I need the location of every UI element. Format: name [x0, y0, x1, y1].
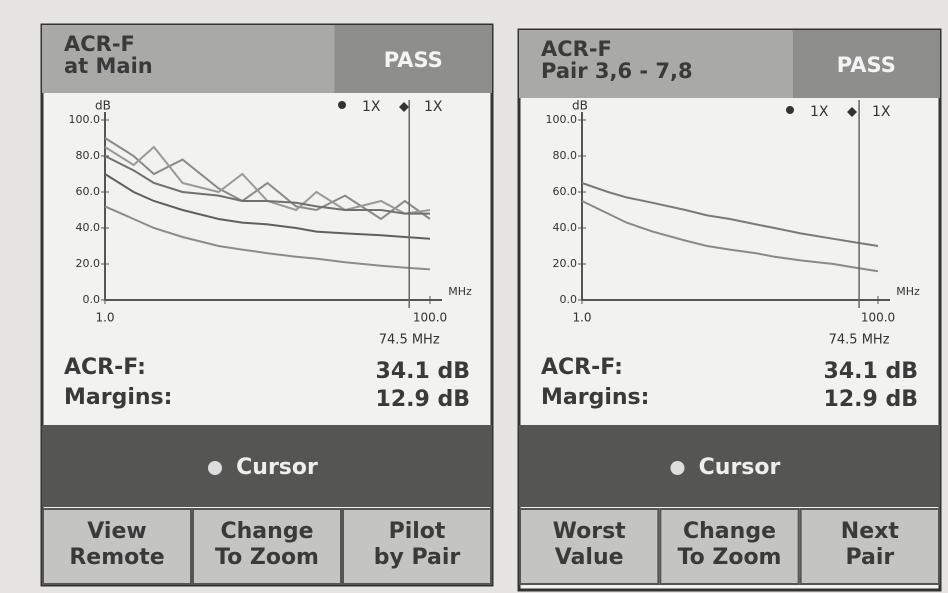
softkey-label: To Zoom — [678, 545, 782, 570]
y-tick-label: 40.0 — [553, 221, 578, 234]
header-title: ACR-F — [64, 32, 135, 56]
series-line — [581, 200, 879, 273]
cursor-bar — [42, 425, 492, 507]
cursor-label: 74.5 MHz — [829, 333, 890, 348]
marker-icon — [847, 107, 857, 117]
softkey[interactable] — [519, 508, 660, 585]
readout-label: ACR-F: — [64, 355, 146, 380]
softkey-label: Pilot — [389, 519, 446, 544]
cursor-bar — [519, 425, 940, 507]
indicator: 1X — [810, 104, 829, 120]
softkey-label: Change — [221, 519, 314, 544]
readout-value: 34.1 dB — [824, 359, 918, 384]
x-tick-label: 1.0 — [572, 311, 591, 325]
status-bg — [792, 30, 940, 98]
cursor-label: 74.5 MHz — [379, 333, 440, 348]
y-tick-label: 20.0 — [76, 257, 101, 270]
softkey[interactable] — [42, 508, 192, 585]
y-tick-label: 20.0 — [553, 257, 578, 270]
x-tick-label: 100.0 — [413, 311, 447, 325]
y-tick-label: 80.0 — [553, 149, 578, 162]
softkey-label: Change — [683, 519, 776, 544]
y-tick-label: 60.0 — [553, 185, 578, 198]
softkey-label: View — [87, 519, 146, 544]
y-tick-label: 0.0 — [83, 293, 101, 306]
series-line — [581, 182, 879, 247]
softkey[interactable] — [799, 508, 941, 585]
softkey-label: by Pair — [374, 545, 461, 570]
series-line — [104, 173, 431, 240]
readout-value: 12.9 dB — [376, 387, 470, 412]
status-bg — [334, 25, 492, 93]
header-bg — [42, 25, 335, 93]
x-unit: MHz — [448, 285, 472, 298]
series-line — [104, 137, 431, 221]
y-tick-label: 100.0 — [69, 113, 101, 126]
y-tick-label: 80.0 — [76, 149, 101, 162]
header-title: Pair 3,6 - 7,8 — [541, 59, 693, 83]
softkey[interactable] — [659, 508, 800, 585]
y-tick-label: 60.0 — [76, 185, 101, 198]
marker-icon — [338, 101, 346, 109]
softkey[interactable] — [192, 508, 342, 585]
x-tick-label: 100.0 — [861, 311, 895, 325]
readout-label: Margins: — [541, 385, 649, 410]
y-tick-label: 40.0 — [76, 221, 101, 234]
softkey[interactable] — [342, 508, 492, 585]
softkey-label: Remote — [69, 545, 164, 570]
y-tick-label: 0.0 — [560, 293, 578, 306]
x-unit: MHz — [896, 285, 920, 298]
softkey-label: Value — [555, 545, 624, 570]
x-tick-label: 1.0 — [95, 311, 114, 325]
indicator: 1X — [362, 99, 381, 115]
indicator: 1X — [872, 104, 891, 120]
readout-value: 34.1 dB — [376, 359, 470, 384]
cursor-icon — [670, 461, 685, 475]
softkey-label: Pair — [845, 545, 894, 570]
cursor-icon — [208, 461, 222, 475]
y-tick-label: 100.0 — [546, 113, 578, 126]
softkey-label: Next — [841, 519, 900, 544]
softkey-label: To Zoom — [215, 545, 319, 570]
status: PASS — [837, 53, 896, 77]
status: PASS — [384, 48, 443, 72]
softkey-label: Worst — [553, 519, 627, 544]
series-line — [104, 155, 430, 215]
indicator: 1X — [424, 99, 443, 115]
y-axis-label: dB — [572, 99, 588, 113]
header-title: ACR-F — [541, 37, 612, 61]
readout-label: ACR-F: — [541, 355, 623, 380]
header-bg — [519, 30, 793, 98]
cursor-bar-label: Cursor — [699, 455, 781, 480]
cursor-bar-label: Cursor — [236, 455, 318, 480]
marker-icon — [786, 106, 794, 114]
y-axis-label: dB — [95, 99, 111, 113]
readout-value: 12.9 dB — [824, 387, 918, 412]
series-line — [104, 205, 431, 271]
panel: ACR-Fat Main PASS dB MHz 0.0 20.0 40.0 60.0 80.0… — [40, 23, 494, 587]
readout-label: Margins: — [64, 385, 172, 410]
marker-icon — [399, 102, 409, 112]
header-title: at Main — [64, 54, 153, 78]
